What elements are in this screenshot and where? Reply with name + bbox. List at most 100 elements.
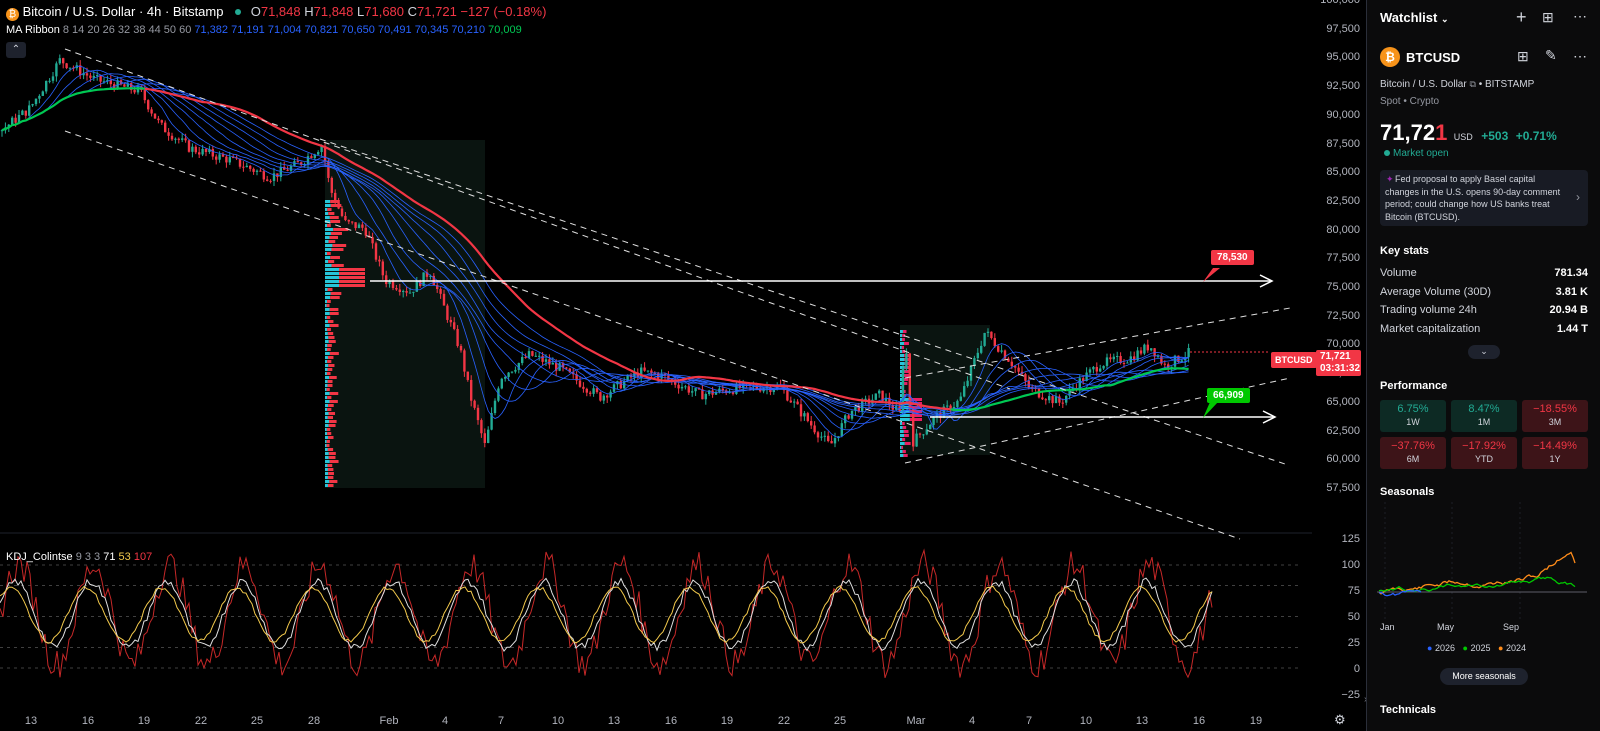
chart-area[interactable]: ₿ Bitcoin / U.S. Dollar · 4h · Bitstamp … (0, 0, 1367, 731)
performance-box-1w[interactable]: 6.75% 1W (1380, 400, 1446, 432)
candle-body (694, 388, 697, 392)
candle-body (901, 368, 905, 412)
collapse-sidebar-icon[interactable]: › (1364, 694, 1367, 705)
news-card[interactable]: ✦ Fed proposal to apply Basel capital ch… (1380, 170, 1588, 226)
key-stats-title[interactable]: Key stats (1380, 245, 1429, 257)
volume-profile-bar (904, 374, 909, 377)
candle-body (147, 100, 150, 110)
performance-box-6m[interactable]: −37.76% 6M (1380, 437, 1446, 469)
symbol-fullname[interactable]: Bitcoin / U.S. Dollar ⧉ • BITSTAMP (1380, 79, 1535, 90)
volume-profile-bar (325, 308, 330, 311)
candle-body (215, 156, 218, 160)
price-chart[interactable] (0, 0, 1312, 731)
ma-value-4: 70,821 (304, 24, 339, 36)
volume-profile-bar (326, 316, 331, 319)
volume-profile-bar (327, 380, 333, 383)
candle-body (1133, 356, 1136, 361)
candle-body (1116, 355, 1119, 357)
ma-ribbon-label[interactable]: MA Ribbon (6, 24, 60, 36)
candle-body (425, 272, 429, 277)
symbol-title[interactable]: Bitcoin / U.S. Dollar · 4h · Bitstamp (22, 4, 224, 19)
volume-profile-bar (325, 484, 328, 487)
candle-body (551, 362, 554, 365)
candle-body (1068, 388, 1071, 396)
volume-profile-bar (330, 232, 342, 235)
volume-profile-bar (325, 440, 327, 443)
candle-body (524, 357, 527, 359)
ma-ribbon-line (1, 69, 1189, 431)
watchlist-dropdown[interactable]: Watchlist ⌄ (1380, 10, 1449, 25)
candle-body (578, 380, 582, 387)
symbol-name[interactable]: BTCUSD (1406, 50, 1461, 65)
candle-body (888, 397, 891, 406)
candle-body (976, 352, 979, 359)
more-options-icon[interactable]: ⋯ (1573, 8, 1587, 24)
collapse-legend-button[interactable]: ⌃ (6, 42, 26, 58)
kdj-legend[interactable]: KDJ_Colintse 9 3 3 71 53 107 (6, 551, 152, 563)
add-symbol-icon[interactable]: + (1516, 7, 1527, 27)
volume-profile-bar (328, 472, 334, 475)
candle-body (184, 138, 187, 141)
candle-body (480, 420, 483, 434)
performance-value: 6.75% (1397, 403, 1429, 415)
chevron-right-icon: › (1576, 190, 1580, 204)
kdj-label[interactable]: KDJ_Colintse (6, 551, 73, 563)
volume-profile-bar (329, 460, 339, 463)
time-tick-label: 4 (441, 715, 449, 727)
volume-profile-bar (331, 248, 344, 251)
performance-box-ytd[interactable]: −17.92% YTD (1451, 437, 1517, 469)
volume-profile-bar (328, 240, 336, 243)
volume-profile-bar (326, 428, 331, 431)
time-tick-label: Mar (906, 715, 926, 727)
candle-body (1146, 344, 1149, 351)
candle-body (646, 370, 650, 372)
price-axis[interactable]: 100,000 97,500 95,000 92,500 90,000 87,500 85,… (1312, 0, 1366, 731)
seasonals-chart[interactable] (1377, 502, 1593, 622)
candle-body (99, 75, 102, 82)
seasonals-title[interactable]: Seasonals (1380, 486, 1435, 498)
key-stat-label: Volume (1380, 267, 1417, 279)
performance-title[interactable]: Performance (1380, 380, 1448, 392)
ma-ribbon-legend[interactable]: MA Ribbon 8 14 20 26 32 38 44 50 60 71,3… (6, 24, 522, 36)
advanced-view-icon[interactable]: ⊞ (1542, 9, 1554, 25)
expand-stats-button[interactable]: ⌄ (1468, 345, 1500, 359)
candle-body (575, 374, 578, 381)
candle-body (106, 80, 109, 82)
candle-body (225, 156, 228, 163)
candle-body (541, 355, 544, 362)
volume-profile-bar (325, 336, 329, 339)
candle-body (772, 389, 775, 393)
sparkle-icon: ✦ (1386, 174, 1394, 184)
performance-box-3m[interactable]: −18.55% 3M (1522, 400, 1588, 432)
edit-note-icon[interactable]: ✎ (1545, 47, 1557, 63)
time-axis[interactable]: 13 16 19 22 25 28 Feb 4 7 10 13 16 19 22 25 Mar 4 7 10 13 16… (0, 711, 1312, 731)
performance-box-1m[interactable]: 8.47% 1M (1451, 400, 1517, 432)
symbol-more-icon[interactable]: ⋯ (1573, 48, 1587, 64)
more-seasonals-button[interactable]: More seasonals (1440, 668, 1528, 685)
volume-profile-bar (331, 264, 344, 267)
time-tick-label: 16 (81, 715, 95, 727)
performance-box-1y[interactable]: −14.49% 1Y (1522, 437, 1588, 469)
settings-gear-icon[interactable]: ⚙ (1334, 712, 1346, 727)
candle-body (123, 84, 126, 87)
technicals-title[interactable]: Technicals (1380, 704, 1437, 716)
market-status-dot (235, 9, 242, 15)
candle-body (327, 161, 330, 178)
layout-grid-icon[interactable]: ⊞ (1517, 48, 1529, 64)
candle-body (62, 58, 65, 64)
candle-body (89, 75, 92, 78)
volume-profile-bar (326, 444, 330, 447)
volume-profile-bar (901, 346, 905, 349)
volume-profile-bar (339, 268, 365, 271)
key-stat-row: Trading volume 24h 20.94 B (1380, 304, 1588, 316)
candle-body (245, 165, 248, 168)
candle-body (602, 395, 605, 401)
candle-body (1082, 378, 1085, 381)
time-tick-label: 28 (307, 715, 321, 727)
volume-profile-bar (326, 372, 331, 375)
candle-body (592, 388, 595, 394)
upper-level-tag[interactable]: 78,530 (1211, 250, 1254, 265)
lower-level-tag[interactable]: 66,909 (1207, 388, 1250, 403)
volume-profile-bar (900, 362, 905, 365)
symbol-legend[interactable]: ₿ Bitcoin / U.S. Dollar · 4h · Bitstamp … (6, 4, 546, 21)
